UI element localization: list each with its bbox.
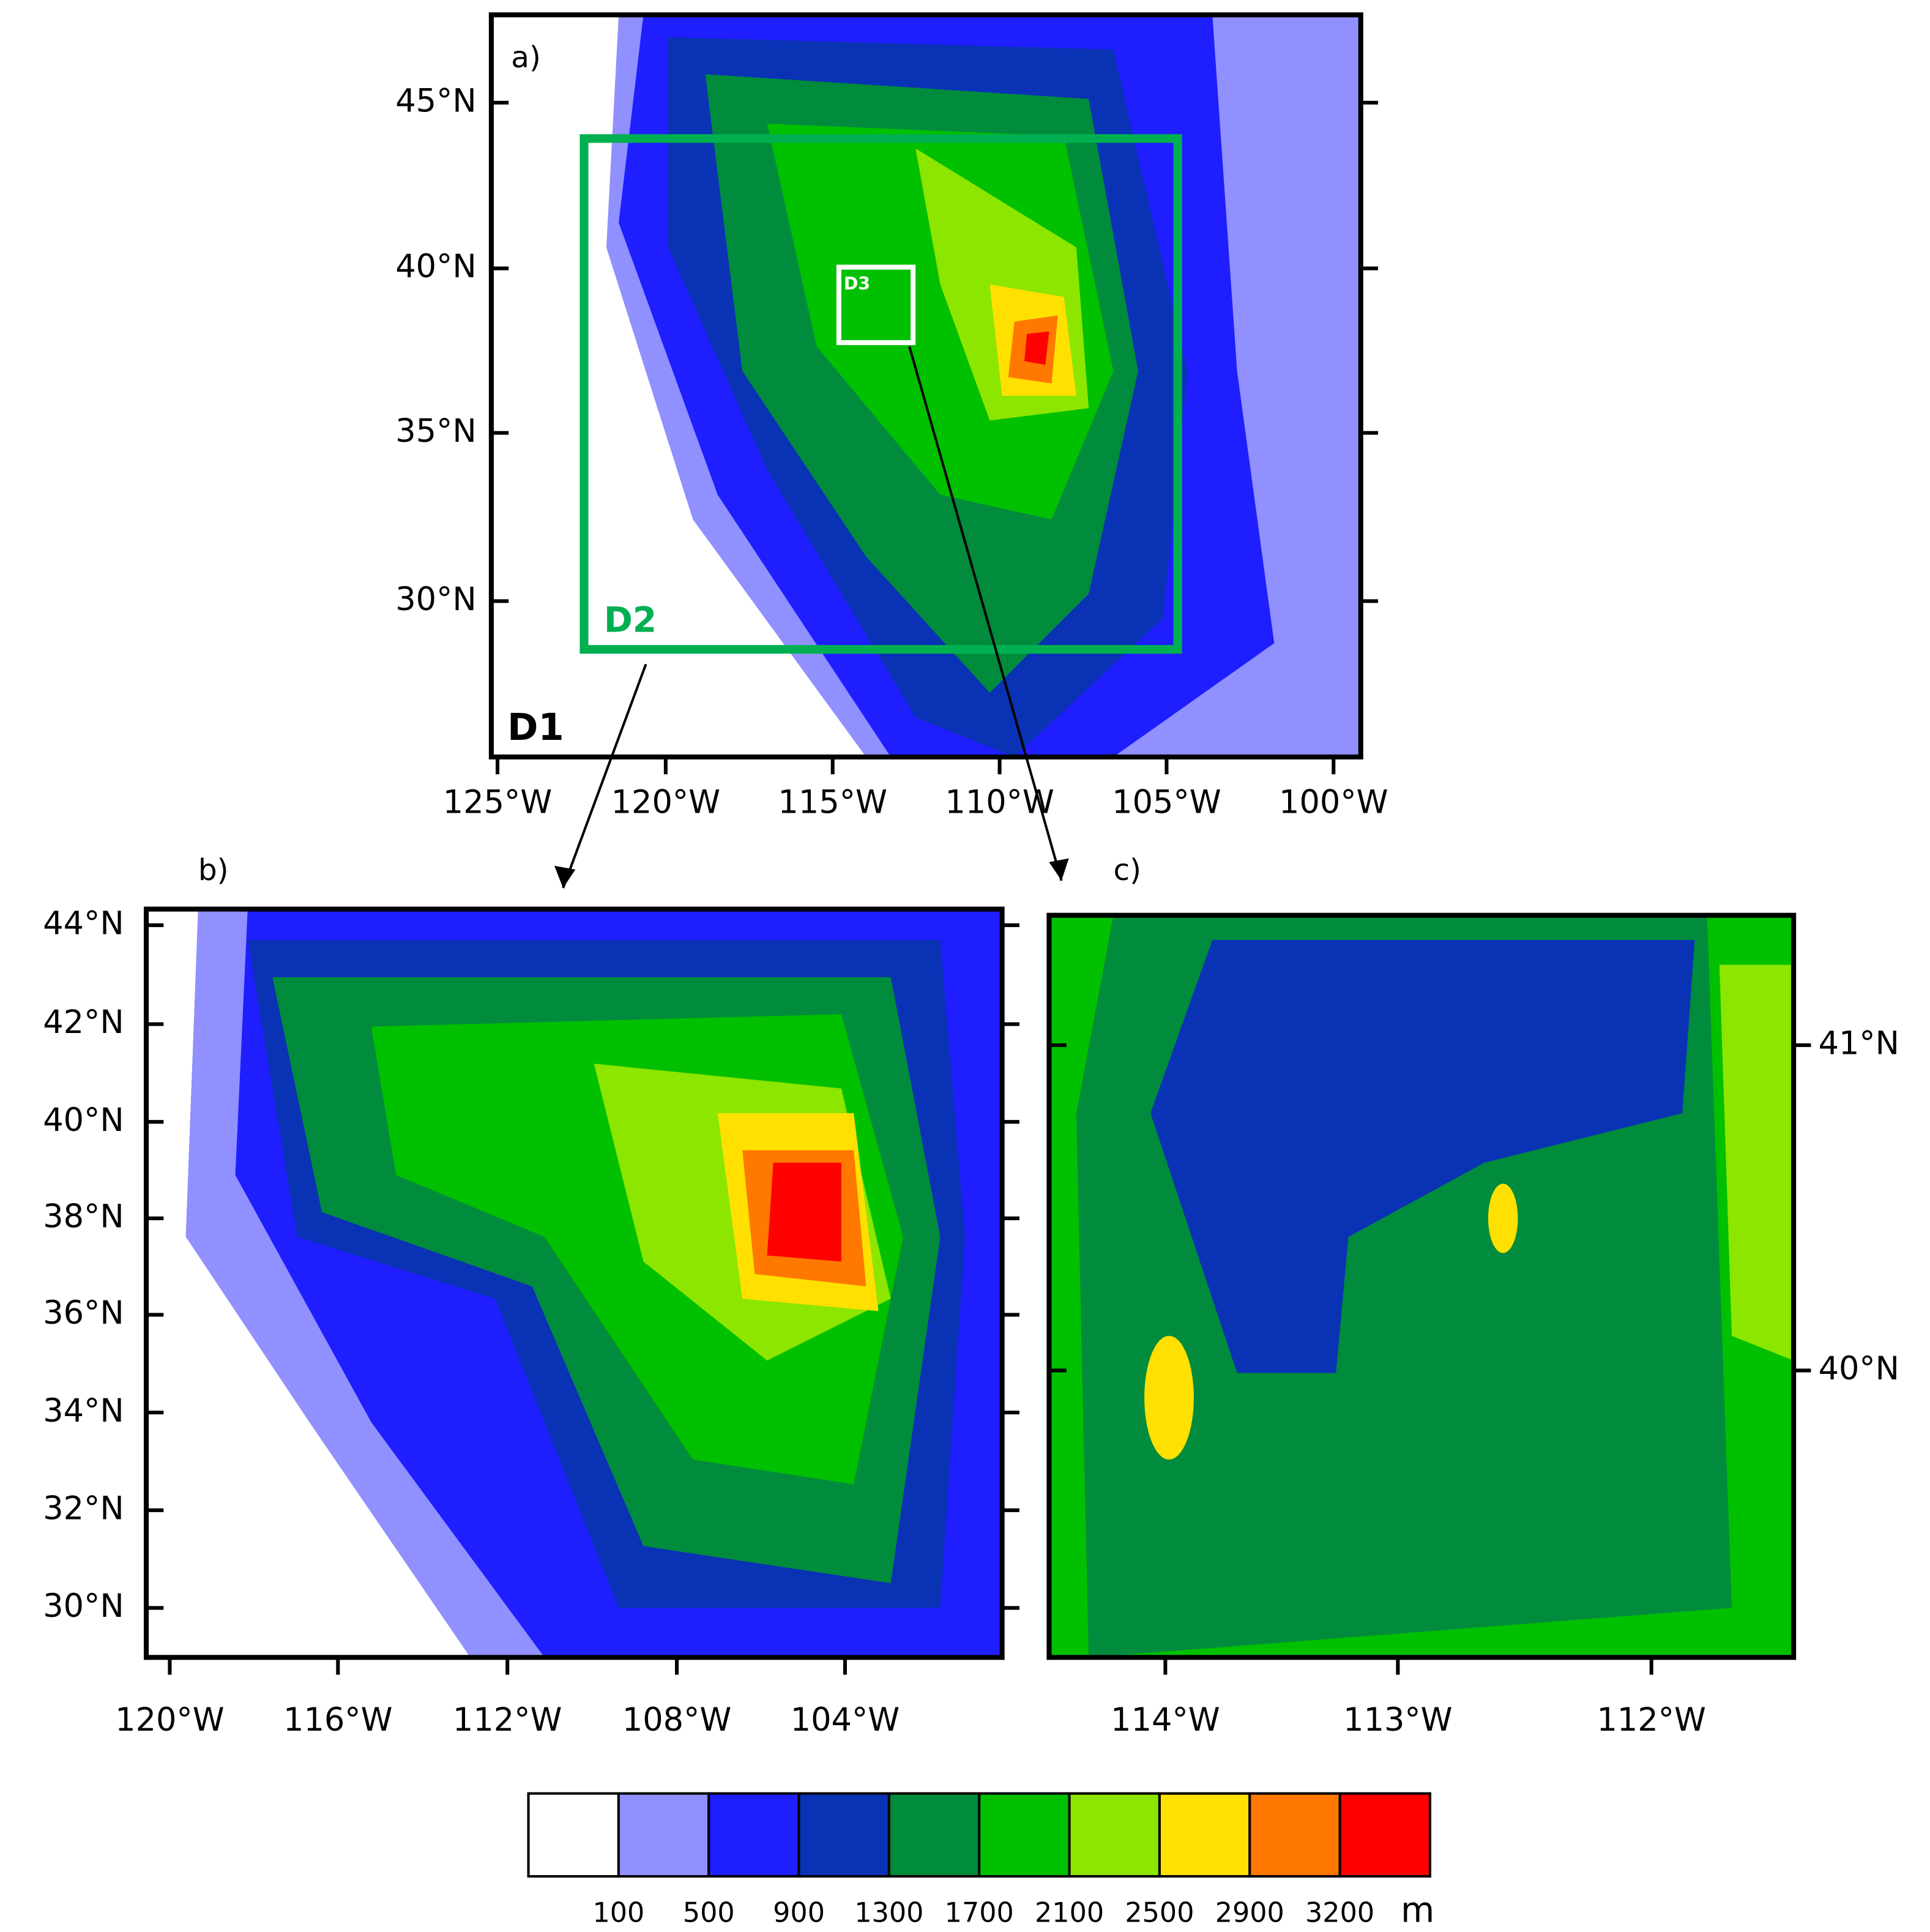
colorbar-label: 900: [773, 1898, 825, 1929]
d3-box: [836, 264, 916, 345]
lat-tick-label: 40°N: [1819, 1350, 1899, 1387]
colorbar-box: [707, 1792, 800, 1878]
lat-tick-label: 45°N: [395, 82, 476, 119]
lat-tick-label: 42°N: [43, 1004, 124, 1041]
colorbar-label: 2100: [1035, 1898, 1104, 1929]
frame-c: [1046, 912, 1797, 1660]
lat-tick-label: 40°N: [43, 1102, 124, 1139]
lon-tick-label: 105°W: [1112, 783, 1221, 821]
frame-a: [488, 12, 1363, 759]
colorbar-box: [1248, 1792, 1341, 1878]
lon-tick-label: 125°W: [443, 783, 552, 821]
lon-tick-label: 104°W: [791, 1701, 900, 1739]
arrow-head: [1049, 858, 1069, 881]
colorbar-unit: m: [1401, 1890, 1434, 1930]
lat-tick-label: 38°N: [43, 1198, 124, 1235]
lat-tick-label: 35°N: [395, 412, 476, 450]
colorbar-box: [1068, 1792, 1161, 1878]
colorbar-box: [797, 1792, 890, 1878]
lon-tick-label: 113°W: [1343, 1701, 1452, 1739]
arrow-head: [554, 865, 576, 889]
colorbar-box: [1338, 1792, 1431, 1878]
domain-label: D1: [507, 706, 564, 749]
frame-b: [143, 906, 1005, 1660]
arrow: [562, 663, 647, 889]
lat-tick-label: 30°N: [395, 581, 476, 618]
box-label: D3: [844, 274, 870, 294]
lon-tick-label: 116°W: [283, 1701, 392, 1739]
colorbar-box: [978, 1792, 1071, 1878]
lat-tick-label: 40°N: [395, 248, 476, 285]
colorbar-label: 500: [683, 1898, 735, 1929]
lon-tick-label: 120°W: [115, 1701, 224, 1739]
lat-tick-label: 32°N: [43, 1490, 124, 1527]
box-label: D2: [604, 600, 657, 640]
panel-label: b): [198, 853, 229, 887]
lat-tick-label: 34°N: [43, 1392, 124, 1430]
colorbar-label: 2500: [1125, 1898, 1194, 1929]
terrain-b: [146, 909, 1002, 1658]
colorbar: 100 500 900 1300 1700 2100 2500 2900 3200 m: [527, 1792, 1434, 1930]
colorbar-label: 2900: [1215, 1898, 1284, 1929]
panel-label: c): [1114, 853, 1142, 887]
terrain-c: [1049, 915, 1794, 1658]
arrow: [908, 346, 1063, 881]
colorbar-label: 3200: [1305, 1898, 1374, 1929]
colorbar-box: [617, 1792, 710, 1878]
lat-tick-label: 44°N: [43, 904, 124, 942]
colorbar-box: [1158, 1792, 1251, 1878]
lon-tick-label: 100°W: [1279, 783, 1388, 821]
colorbar-box: [527, 1792, 620, 1878]
lon-tick-label: 110°W: [945, 783, 1054, 821]
terrain-a: [491, 15, 1361, 757]
lon-tick-label: 114°W: [1111, 1701, 1220, 1739]
lon-tick-label: 115°W: [778, 783, 887, 821]
lon-tick-label: 112°W: [1597, 1701, 1705, 1739]
lon-tick-label: 112°W: [453, 1701, 562, 1739]
lon-tick-label: 120°W: [611, 783, 720, 821]
lat-tick-label: 36°N: [43, 1294, 124, 1332]
d2-box: [579, 134, 1182, 654]
colorbar-box: [887, 1792, 981, 1878]
colorbar-label: 100: [592, 1898, 644, 1929]
colorbar-label: 1300: [854, 1898, 923, 1929]
lon-tick-label: 108°W: [622, 1701, 731, 1739]
lat-tick-label: 41°N: [1819, 1024, 1899, 1062]
panel-label: a): [511, 40, 541, 75]
lat-tick-label: 30°N: [43, 1587, 124, 1625]
colorbar-label: 1700: [945, 1898, 1014, 1929]
